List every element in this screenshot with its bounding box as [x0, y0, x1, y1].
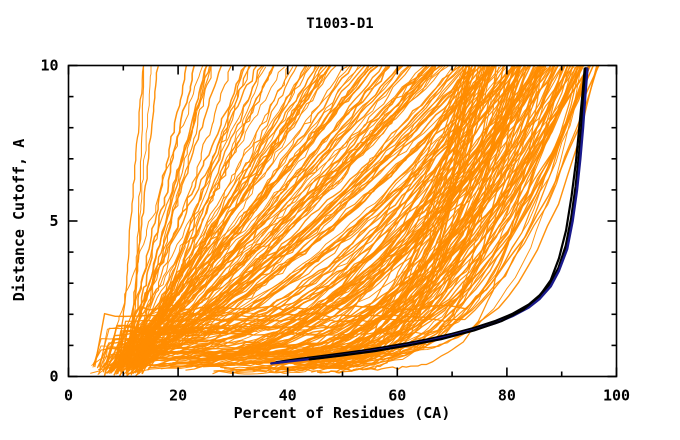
- prediction-line: [316, 66, 470, 374]
- prediction-line: [113, 64, 248, 376]
- prediction-line: [280, 65, 594, 370]
- chart-title: T1003-D1: [306, 16, 373, 32]
- x-axis-title: Percent of Residues (CA): [234, 404, 451, 422]
- reference-highlight-lines: [270, 67, 589, 365]
- prediction-line: [309, 65, 521, 360]
- prediction-line: [193, 65, 523, 357]
- prediction-line: [120, 64, 431, 366]
- prediction-line: [113, 64, 212, 369]
- prediction-line: [146, 65, 506, 367]
- x-tick-label: 40: [279, 387, 297, 405]
- prediction-line: [259, 65, 584, 370]
- prediction-line: [246, 65, 592, 369]
- prediction-line: [130, 65, 152, 369]
- prediction-line: [257, 65, 485, 354]
- y-axis-title: Distance Cutoff, A: [10, 139, 28, 302]
- prediction-line: [101, 66, 495, 368]
- prediction-line: [105, 64, 569, 371]
- prediction-line: [290, 65, 568, 365]
- prediction-ensemble-lines: [90, 64, 600, 377]
- prediction-line: [94, 65, 591, 368]
- x-tick-label: 80: [498, 387, 516, 405]
- prediction-line: [311, 66, 591, 374]
- prediction-line: [301, 65, 494, 370]
- prediction-line: [170, 65, 465, 368]
- prediction-line: [340, 66, 542, 372]
- prediction-line: [225, 65, 535, 356]
- prediction-line: [148, 65, 484, 356]
- prediction-line: [123, 65, 526, 368]
- prediction-line: [252, 66, 538, 355]
- y-tick-label: 10: [40, 57, 58, 75]
- x-tick-label: 100: [603, 387, 630, 405]
- axis-tick-labels: 0 20 40 60 80 100 0 5 10: [40, 57, 630, 405]
- prediction-line: [285, 65, 522, 364]
- prediction-line: [293, 65, 489, 366]
- prediction-line: [133, 65, 516, 366]
- prediction-line: [189, 65, 468, 361]
- prediction-line: [107, 66, 476, 374]
- prediction-line: [117, 65, 145, 372]
- prediction-line: [255, 66, 491, 368]
- prediction-line: [335, 65, 497, 374]
- prediction-line: [118, 65, 337, 365]
- prediction-line: [257, 66, 594, 354]
- prediction-line: [108, 66, 285, 373]
- prediction-line: [309, 66, 527, 361]
- reference-line-third-black: [308, 67, 586, 361]
- prediction-line: [191, 65, 552, 360]
- prediction-line: [233, 65, 467, 374]
- x-tick-label: 0: [64, 387, 73, 405]
- prediction-line: [348, 65, 504, 357]
- prediction-line: [188, 65, 496, 364]
- prediction-line: [105, 64, 258, 374]
- prediction-line: [122, 64, 402, 372]
- prediction-line: [220, 66, 580, 361]
- x-tick-label: 20: [169, 387, 187, 405]
- prediction-line: [172, 65, 495, 359]
- prediction-line: [103, 65, 204, 370]
- axis-ticks: [67, 64, 618, 378]
- prediction-line: [113, 65, 399, 367]
- prediction-line: [124, 64, 188, 366]
- prediction-line: [162, 65, 554, 355]
- y-tick-label: 5: [49, 212, 58, 230]
- y-tick-label: 0: [49, 368, 58, 386]
- x-tick-label: 60: [388, 387, 406, 405]
- prediction-line: [339, 65, 487, 370]
- prediction-line: [185, 65, 578, 371]
